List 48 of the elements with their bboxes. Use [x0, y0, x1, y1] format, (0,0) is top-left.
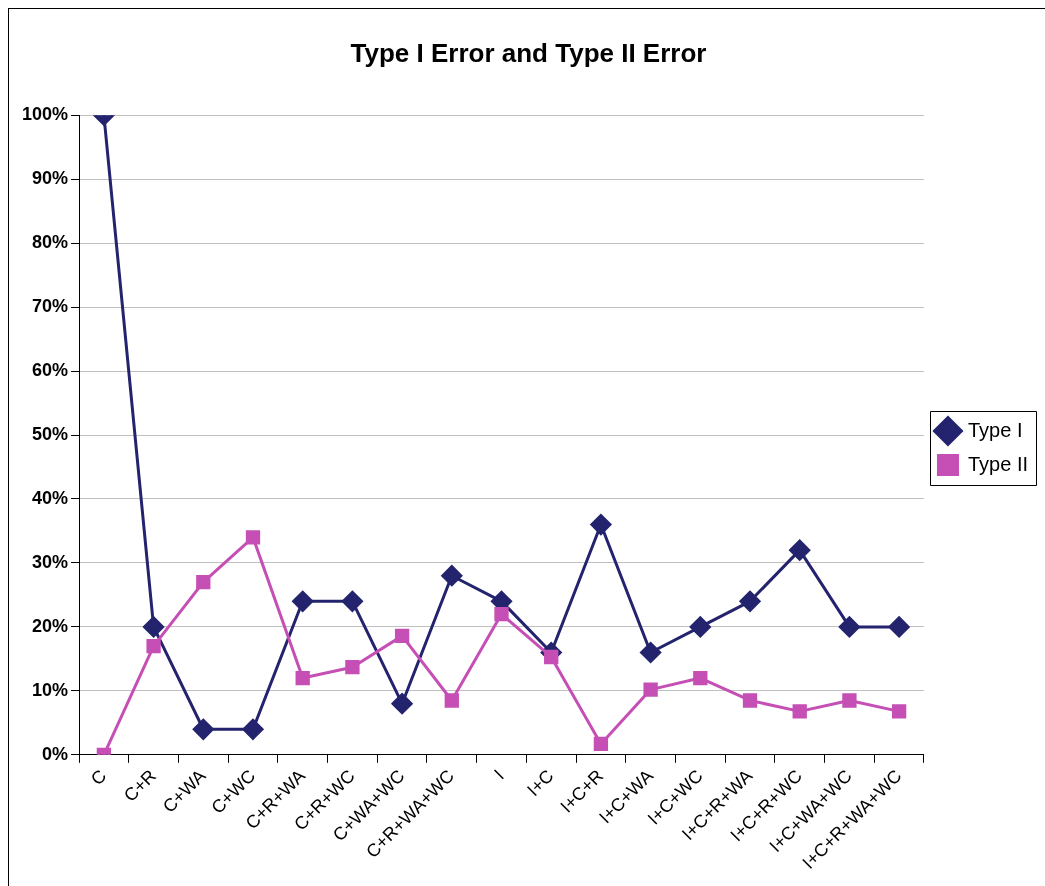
legend-label: Type II [967, 452, 1028, 475]
point [789, 539, 811, 561]
x-tick-label: C [86, 765, 111, 790]
y-tick-label: 20% [32, 615, 69, 636]
point [742, 693, 758, 708]
point [693, 670, 708, 686]
y-tick-label: 60% [32, 360, 69, 381]
point [394, 628, 410, 644]
x-tick-label: C+R [119, 765, 160, 806]
point [345, 660, 360, 675]
legend-label: Type I [967, 418, 1023, 441]
point [842, 693, 857, 708]
point [146, 638, 161, 654]
point [593, 736, 609, 752]
point [689, 616, 711, 638]
point [792, 704, 807, 719]
point [544, 649, 559, 665]
point [739, 590, 761, 612]
y-tick-label: 50% [32, 423, 69, 444]
point [590, 514, 612, 536]
y-tick-label: 80% [32, 232, 69, 253]
x-tick-label: I+C [523, 765, 558, 800]
point [196, 574, 211, 590]
point [888, 616, 910, 638]
point [292, 590, 314, 612]
point [441, 565, 463, 587]
point [643, 682, 658, 697]
y-tick-label: 90% [32, 168, 69, 189]
y-tick-label: 0% [42, 743, 69, 764]
point [640, 642, 662, 663]
point [242, 718, 264, 740]
y-tick-label: 70% [32, 296, 69, 317]
chart-title: Type I Error and Type II Error [350, 37, 707, 68]
y-tick-label: 10% [32, 679, 69, 700]
point [838, 616, 860, 638]
y-tick-label: 30% [32, 551, 69, 572]
point [444, 693, 459, 708]
point [192, 718, 214, 740]
y-tick-label: 40% [32, 487, 69, 508]
point [494, 606, 509, 622]
point [245, 530, 261, 545]
point [391, 693, 413, 715]
point [891, 704, 907, 719]
point [295, 670, 310, 686]
point [341, 590, 363, 612]
point [143, 616, 165, 638]
y-tick-label: 100% [21, 104, 69, 125]
x-tick-label: I [490, 765, 508, 784]
